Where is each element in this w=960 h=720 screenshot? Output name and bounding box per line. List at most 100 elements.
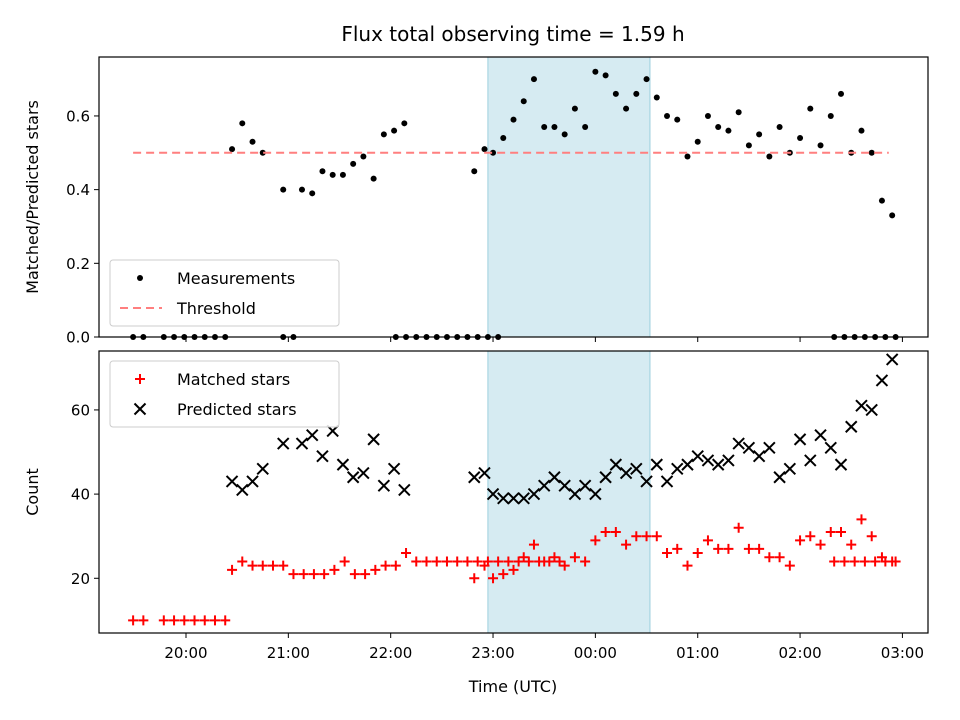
matched-star-point [518, 552, 529, 563]
matched-star-point [815, 539, 826, 550]
measurement-point [694, 138, 701, 145]
measurement-point [443, 334, 450, 340]
matched-star-point [370, 564, 381, 575]
top-y-tick-label: 0.4 [66, 181, 90, 199]
predicted-star-point [568, 487, 582, 501]
matched-star-point [179, 615, 190, 626]
predicted-star-point [306, 428, 319, 442]
predicted-star-point [855, 399, 868, 412]
measurement-point [413, 334, 420, 340]
measurement-point [623, 105, 630, 112]
measurement-point [339, 171, 346, 178]
measurement-point [643, 76, 650, 83]
measurement-point [541, 124, 548, 130]
measurement-point [191, 334, 198, 340]
predicted-star-point [316, 450, 329, 463]
matched-star-point [733, 522, 744, 533]
legend-label: Threshold [176, 299, 256, 318]
matched-star-point [713, 543, 724, 554]
matched-star-point [774, 552, 785, 563]
measurement-point [471, 168, 478, 175]
predicted-star-point [793, 433, 807, 446]
top-observing-window [487, 56, 651, 338]
matched-star-point [784, 560, 795, 571]
measurement-point [464, 334, 471, 340]
measurement-point [201, 334, 208, 340]
measurement-point [831, 334, 838, 340]
measurement-point [851, 334, 858, 340]
measurement-point [592, 68, 599, 75]
measurement-point [571, 105, 578, 112]
matched-star-point [849, 556, 860, 567]
matched-star-point [421, 556, 432, 567]
matched-star-point [839, 556, 850, 567]
matched-star-point [723, 543, 734, 554]
legend-label: Measurements [177, 269, 295, 288]
predicted-star-point [671, 462, 684, 476]
legend-label: Matched stars [177, 370, 290, 389]
matched-star-point [836, 526, 847, 537]
measurement-point [350, 160, 357, 167]
measurement-point [140, 334, 147, 340]
matched-star-point [846, 539, 857, 550]
predicted-star-point [507, 492, 520, 505]
measurement-point [481, 146, 488, 153]
bottom-y-tick-label: 60 [71, 401, 90, 419]
matched-star-point [682, 560, 693, 571]
measurement-point [454, 334, 461, 340]
measurement-point [664, 112, 671, 119]
measurement-point [530, 76, 537, 83]
x-tick-label: 23:00 [471, 644, 514, 662]
measurement-point [633, 90, 640, 97]
predicted-star-point [558, 479, 571, 492]
measurement-point [391, 127, 398, 134]
measurement-point [370, 175, 377, 182]
measurement-point [715, 124, 722, 130]
matched-star-point [523, 556, 534, 567]
matched-star-point [859, 556, 870, 567]
predicted-star-point [468, 471, 481, 484]
matched-star-point [559, 560, 570, 571]
matched-star-point [319, 569, 330, 580]
predicted-star-point [845, 420, 858, 433]
x-tick-label: 20:00 [164, 644, 207, 662]
measurement-point [360, 153, 367, 160]
predicted-star-point [377, 479, 391, 492]
matched-star-point [866, 531, 877, 542]
predicted-star-point [660, 475, 674, 488]
bottom-axes-frame [98, 350, 929, 634]
measurement-point [602, 72, 609, 79]
predicted-star-point [711, 458, 725, 471]
measurement-point [841, 334, 848, 340]
measurement-point [392, 334, 399, 340]
matched-star-point [138, 615, 149, 626]
measurement-point [582, 124, 589, 130]
predicted-star-point [497, 492, 510, 505]
predicted-star-point [589, 487, 602, 501]
measurement-point [817, 142, 824, 149]
matched-star-point [805, 531, 816, 542]
measurement-point [704, 112, 711, 119]
predicted-star-point [336, 458, 350, 471]
predicted-star-point [763, 441, 776, 455]
measurement-point [766, 153, 773, 160]
measurement-point [249, 138, 256, 145]
bottom-plot: 20 40 60 20:00 21:00 22:00 23:00 00:00 01:00 02:0… [23, 350, 929, 662]
predicted-star-point [609, 458, 623, 471]
measurement-point [222, 334, 229, 340]
predicted-star-point [732, 437, 745, 450]
measurement-point [280, 334, 287, 340]
x-tick-label: 21:00 [267, 644, 310, 662]
legend-label: Predicted stars [177, 400, 297, 419]
matched-star-point [472, 556, 483, 567]
predicted-star-point [875, 374, 889, 387]
x-tick-label: 02:00 [778, 644, 821, 662]
predicted-star-point [773, 471, 786, 484]
top-y-tick-label: 0.0 [66, 329, 90, 347]
matched-star-point [829, 556, 840, 567]
measurement-point [827, 112, 834, 119]
matched-star-point [890, 556, 901, 567]
matched-star-point [641, 531, 652, 542]
predicted-star-point [478, 466, 491, 480]
